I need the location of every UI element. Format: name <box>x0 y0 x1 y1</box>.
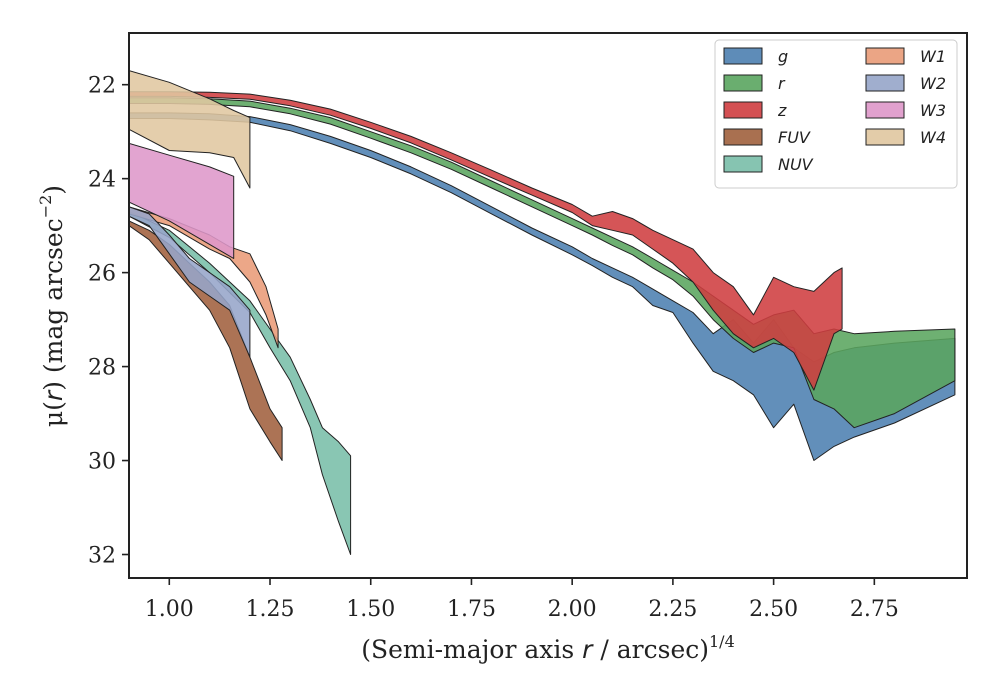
y-tick-label: 22 <box>88 74 116 99</box>
legend-label-w1: W1 <box>920 47 946 66</box>
y-axis-title-power: −2 <box>36 195 55 219</box>
x-tick-label: 2.50 <box>749 597 798 622</box>
y-axis: 22 24 26 28 30 32 <box>88 74 129 569</box>
legend-label-nuv: NUV <box>778 155 814 174</box>
x-tick-label: 2.25 <box>648 597 697 622</box>
band-z <box>129 91 843 391</box>
series-bands <box>129 70 956 555</box>
legend-label-w4: W4 <box>920 128 946 147</box>
band-w3 <box>129 142 235 259</box>
x-axis-title-variable: r <box>582 635 594 664</box>
legend-swatch-fuv <box>723 128 763 146</box>
y-tick-label: 28 <box>88 356 116 381</box>
x-tick-label: 2.75 <box>850 597 899 622</box>
legend-swatch-w3 <box>865 101 905 119</box>
y-axis-title-suffix: ) (mag arcsec <box>39 218 68 391</box>
legend-label-w3: W3 <box>920 101 946 120</box>
x-tick-label: 1.00 <box>145 597 194 622</box>
x-axis-title-power: 1/4 <box>709 632 735 651</box>
band-r <box>129 97 956 429</box>
y-tick-label: 26 <box>88 262 116 287</box>
plot-frame <box>128 32 968 579</box>
x-tick-label: 1.75 <box>447 597 496 622</box>
x-axis-title: (Semi-major axis r / arcsec)1/4 <box>361 632 735 664</box>
legend-label-w2: W2 <box>920 74 946 93</box>
band-g <box>129 112 956 461</box>
legend-label-r: r <box>778 74 786 93</box>
y-tick-label: 32 <box>88 544 116 569</box>
band-w2 <box>129 206 251 358</box>
x-axis-title-prefix: (Semi-major axis <box>361 635 582 664</box>
x-tick-label: 1.50 <box>346 597 395 622</box>
x-axis-title-suffix: / arcsec) <box>592 635 709 664</box>
legend-swatch-w2 <box>865 74 905 92</box>
x-axis: 1.00 1.25 1.50 1.75 2.00 2.25 2.50 2.75 <box>145 578 899 622</box>
y-tick-label: 30 <box>88 450 116 475</box>
legend-swatch-w1 <box>865 47 905 65</box>
legend-swatch-z <box>723 101 763 119</box>
legend-swatch-g <box>723 47 763 65</box>
y-axis-title-variable: r <box>39 389 68 401</box>
legend-label-fuv: FUV <box>778 128 811 147</box>
legend-swatch-r <box>723 74 763 92</box>
legend-label-z: z <box>777 101 787 120</box>
legend-swatch-nuv <box>723 155 763 173</box>
legend: grz FUV NUV W1 W2 W3 W4 <box>714 39 958 189</box>
legend-swatch-w4 <box>865 128 905 146</box>
y-tick-label: 24 <box>88 168 116 193</box>
legend-label-g: g <box>778 47 788 66</box>
band-w4 <box>129 70 251 189</box>
x-tick-label: 2.00 <box>548 597 597 622</box>
y-axis-title-prefix: μ( <box>39 401 68 427</box>
y-axis-title-end: ) <box>39 185 68 195</box>
x-tick-label: 1.25 <box>246 597 295 622</box>
y-axis-title: μ(r) (mag arcsec−2) <box>36 185 68 427</box>
